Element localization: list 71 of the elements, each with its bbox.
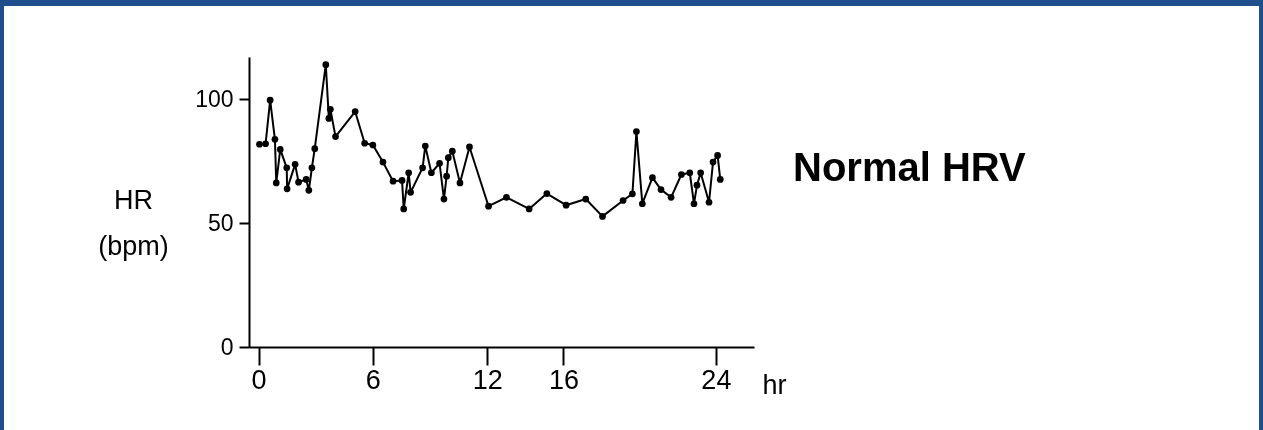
point bbox=[619, 197, 627, 204]
point bbox=[400, 205, 408, 213]
point bbox=[525, 205, 533, 213]
point bbox=[398, 177, 406, 184]
point bbox=[262, 140, 269, 148]
point bbox=[436, 159, 443, 167]
point bbox=[638, 200, 646, 208]
point bbox=[276, 146, 284, 153]
point bbox=[332, 133, 339, 140]
point bbox=[256, 140, 263, 148]
point bbox=[543, 190, 551, 197]
point bbox=[351, 108, 359, 115]
point bbox=[690, 200, 698, 208]
point bbox=[562, 201, 570, 209]
point bbox=[705, 198, 713, 206]
point bbox=[440, 195, 448, 203]
point bbox=[361, 139, 369, 147]
point bbox=[311, 145, 319, 153]
point bbox=[714, 152, 721, 159]
point bbox=[322, 61, 330, 69]
point bbox=[283, 164, 291, 172]
point bbox=[503, 193, 510, 201]
point bbox=[686, 169, 694, 177]
point bbox=[599, 213, 606, 220]
point bbox=[466, 143, 473, 151]
x-axis-title: hr bbox=[762, 369, 787, 400]
point bbox=[271, 135, 279, 143]
point bbox=[667, 193, 675, 201]
point bbox=[407, 188, 414, 196]
point bbox=[485, 202, 492, 210]
y-axis-title: HR (bpm) bbox=[98, 184, 169, 261]
point bbox=[325, 115, 333, 122]
point bbox=[678, 171, 685, 178]
point bbox=[443, 172, 450, 180]
point bbox=[657, 186, 665, 193]
point bbox=[308, 164, 316, 172]
point bbox=[421, 142, 429, 150]
point bbox=[629, 190, 636, 198]
point bbox=[302, 176, 310, 183]
y-tick-label: 100 bbox=[195, 85, 234, 112]
point bbox=[305, 187, 313, 194]
text: Normal HRV bbox=[793, 145, 1026, 190]
point bbox=[295, 178, 302, 186]
y-tick-label: 0 bbox=[220, 333, 234, 360]
y-tick-label: 50 bbox=[207, 209, 234, 236]
point bbox=[369, 141, 377, 149]
point bbox=[582, 195, 590, 203]
point bbox=[649, 174, 656, 182]
point bbox=[709, 158, 717, 166]
x-tick-label: 16 bbox=[548, 364, 579, 395]
point bbox=[428, 169, 435, 177]
point bbox=[448, 147, 456, 155]
x-tick-label: 12 bbox=[472, 364, 503, 395]
point bbox=[456, 179, 464, 187]
point bbox=[379, 158, 387, 166]
x-tick-label: 24 bbox=[701, 364, 732, 395]
point bbox=[272, 179, 280, 187]
point bbox=[444, 154, 452, 161]
point bbox=[633, 128, 640, 135]
point bbox=[693, 181, 701, 189]
x-tick-label: 0 bbox=[251, 364, 267, 395]
point bbox=[283, 185, 291, 193]
point bbox=[389, 177, 397, 185]
x-tick-label: 6 bbox=[365, 364, 381, 395]
point bbox=[405, 169, 413, 177]
point bbox=[716, 176, 724, 183]
point bbox=[291, 160, 299, 168]
point bbox=[266, 96, 274, 104]
point bbox=[419, 164, 426, 172]
point bbox=[327, 105, 334, 113]
point bbox=[697, 169, 704, 177]
